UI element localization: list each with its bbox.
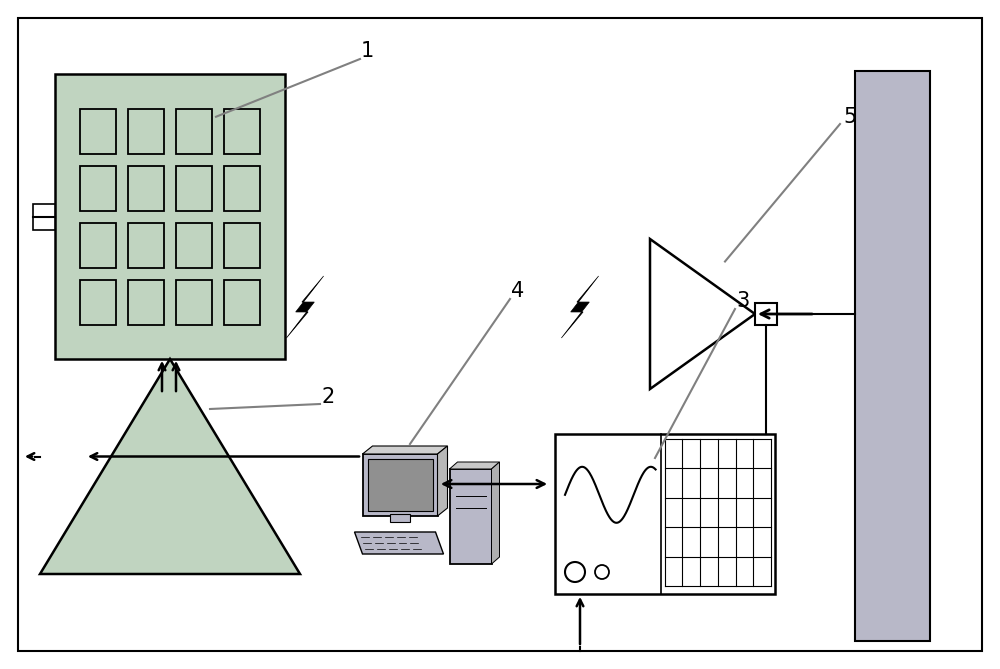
Text: 1: 1	[360, 41, 374, 61]
Bar	[224, 280, 260, 324]
Text: 5: 5	[843, 107, 857, 127]
Bar	[176, 108, 212, 153]
Bar	[855, 71, 930, 641]
Bar	[33, 203, 55, 229]
Bar	[450, 469, 492, 564]
Bar	[128, 223, 164, 268]
Bar	[368, 459, 432, 511]
Bar	[80, 165, 116, 211]
Bar	[390, 514, 410, 522]
Text: 4: 4	[511, 281, 525, 301]
Polygon shape	[561, 276, 599, 338]
Text: 2: 2	[321, 387, 335, 407]
Text: 3: 3	[736, 291, 750, 311]
Bar	[128, 108, 164, 153]
Bar	[224, 165, 260, 211]
Bar	[555, 434, 775, 594]
Polygon shape	[650, 239, 755, 389]
Polygon shape	[438, 446, 447, 516]
Bar	[80, 223, 116, 268]
Polygon shape	[286, 276, 324, 338]
Bar	[362, 454, 438, 516]
Bar	[224, 108, 260, 153]
Bar	[755, 303, 777, 325]
Bar	[176, 223, 212, 268]
Bar	[176, 165, 212, 211]
Polygon shape	[450, 462, 500, 469]
Bar	[224, 223, 260, 268]
Polygon shape	[40, 359, 300, 574]
Polygon shape	[362, 446, 447, 454]
Bar	[176, 280, 212, 324]
Bar	[80, 280, 116, 324]
Bar	[128, 280, 164, 324]
Polygon shape	[492, 462, 500, 564]
Bar	[128, 165, 164, 211]
Bar	[55, 74, 285, 359]
Polygon shape	[354, 532, 443, 554]
Bar	[80, 108, 116, 153]
